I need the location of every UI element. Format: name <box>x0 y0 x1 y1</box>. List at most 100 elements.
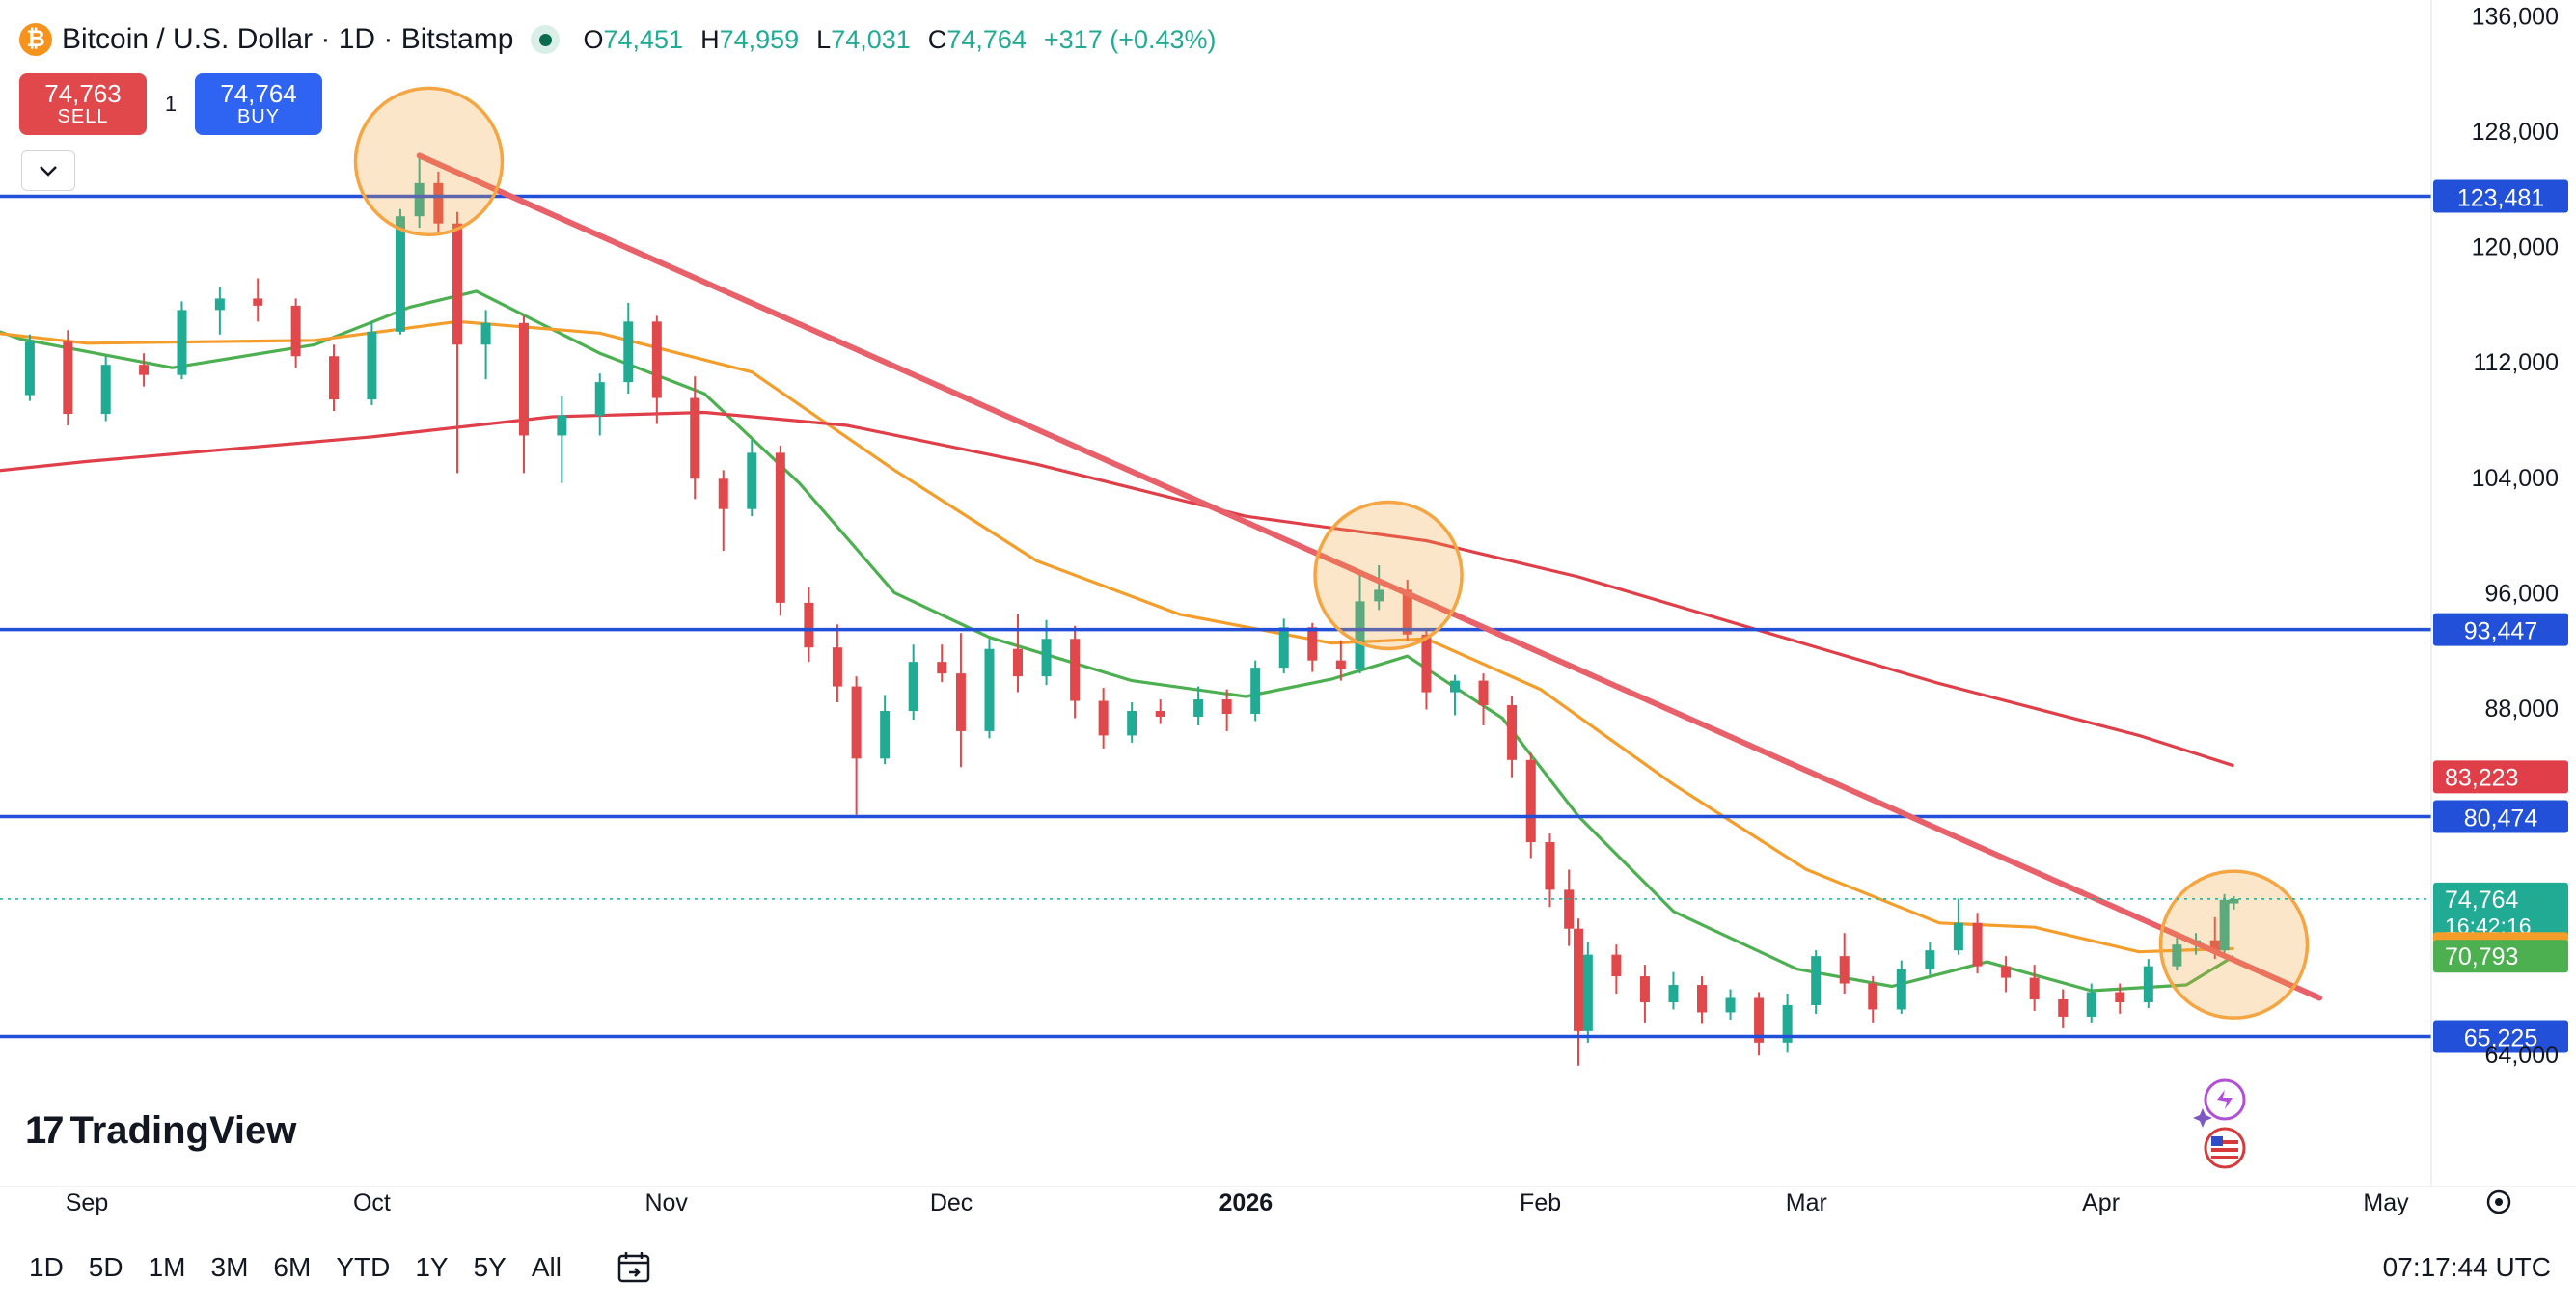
candle-body <box>623 321 634 383</box>
buy-button[interactable]: 74,764 BUY <box>195 73 322 135</box>
market-status-icon[interactable] <box>531 25 561 54</box>
candle-body <box>1098 700 1109 736</box>
candle-body <box>452 223 463 345</box>
y-tick-label: 96,000 <box>2485 580 2559 607</box>
annotations-layer <box>0 86 2431 1020</box>
candle-body <box>2115 992 2125 1002</box>
candle-body <box>253 298 263 306</box>
y-tick-label: 120,000 <box>2472 234 2559 261</box>
price-tag <box>2433 800 2568 833</box>
candle-body <box>24 341 35 396</box>
candle-body <box>747 452 757 509</box>
candle-body <box>1127 710 1137 736</box>
utc-clock[interactable]: 07:17:44 UTC <box>2382 1252 2551 1282</box>
highlight-circle <box>2158 869 2310 1020</box>
candle-body <box>2172 944 2182 967</box>
high-value: H74,959 <box>700 24 800 54</box>
sell-button[interactable]: 74,763 SELL <box>19 73 147 135</box>
candle-body <box>1402 589 1412 635</box>
candles-layer <box>24 156 2239 1066</box>
candle-body <box>329 356 340 400</box>
candle-body <box>880 710 891 759</box>
candle-body <box>214 298 225 311</box>
candle-body <box>2219 899 2230 951</box>
candle-body <box>1896 969 1906 1010</box>
chevron-down-icon <box>40 166 57 177</box>
candle-body <box>139 365 150 375</box>
candle-body <box>1449 680 1460 693</box>
collapse-legend-button[interactable] <box>21 150 75 191</box>
candle-body <box>1525 759 1536 843</box>
candle-body <box>804 602 814 648</box>
candle-body <box>1811 956 1822 1005</box>
candle-body <box>1582 954 1593 1031</box>
us-flag-icon[interactable] <box>2204 1127 2246 1169</box>
candle-body <box>2058 998 2069 1017</box>
candle-body <box>2143 966 2153 1002</box>
price-label-value: 83,223 <box>2445 764 2518 791</box>
candle-body <box>1925 950 1935 969</box>
candle-body <box>1545 842 1555 890</box>
candle-body <box>1278 627 1289 669</box>
x-tick-label: Sep <box>66 1189 108 1216</box>
range-6m[interactable]: 6M <box>273 1252 312 1282</box>
candle-body <box>955 673 966 731</box>
range-all[interactable]: All <box>531 1252 562 1282</box>
highlight-circle <box>353 86 505 237</box>
sell-label: SELL <box>57 106 109 128</box>
range-5y[interactable]: 5Y <box>473 1252 507 1282</box>
candle-body <box>1725 997 1736 1013</box>
candle-body <box>2001 966 2012 978</box>
settings-icon-ring <box>2486 1189 2511 1214</box>
x-tick-label: Mar <box>1786 1189 1827 1216</box>
x-tick-label: Oct <box>353 1189 391 1216</box>
candle-body <box>775 452 785 603</box>
candle-body <box>1335 660 1346 669</box>
close-value: C74,764 <box>927 24 1027 54</box>
settings-icon[interactable] <box>2486 1189 2511 1214</box>
x-tick-label: Apr <box>2082 1189 2120 1216</box>
y-tick-label: 112,000 <box>2473 349 2559 376</box>
quantity[interactable]: 1 <box>164 92 178 116</box>
price-tag-label: 65,225 <box>2464 1024 2537 1051</box>
candle-body <box>100 365 111 415</box>
axes-layer: 136,000 128,000 120,000 112,000 104,000 96,00… <box>0 0 2576 1216</box>
logo-text: TradingView <box>69 1109 297 1152</box>
range-1m[interactable]: 1M <box>148 1252 186 1282</box>
moving-average-line <box>0 410 2234 768</box>
tradingview-logo[interactable]: 17 TradingView <box>25 1109 296 1153</box>
trendline <box>416 152 2323 1001</box>
symbol-title[interactable]: Bitcoin / U.S. Dollar · 1D · Bitstamp <box>62 23 514 55</box>
candle-body <box>1421 634 1432 693</box>
sell-price: 74,763 <box>44 78 122 108</box>
moving-average-line <box>0 289 2235 993</box>
price-tag <box>2433 613 2568 646</box>
candle-body <box>63 341 73 415</box>
x-tick-label: May <box>2363 1189 2409 1216</box>
range-1y[interactable]: 1Y <box>415 1252 449 1282</box>
candle-body <box>1070 639 1081 701</box>
price-tag-label: 123,481 <box>2457 185 2544 212</box>
candle-body <box>1355 601 1365 669</box>
candle-body <box>718 478 728 509</box>
change-value: +317 (+0.43%) <box>1043 24 1217 54</box>
buy-price: 74,764 <box>220 78 297 108</box>
range-3m[interactable]: 3M <box>210 1252 249 1282</box>
x-tick-label: Dec <box>930 1189 973 1216</box>
ai-assistant-icon[interactable] <box>2193 1078 2246 1128</box>
symbol-header: ₿ Bitcoin / U.S. Dollar · 1D · Bitstamp … <box>19 19 1217 60</box>
candle-body <box>2086 992 2096 1017</box>
range-5d[interactable]: 5D <box>88 1252 123 1282</box>
candle-body <box>1221 699 1232 714</box>
price-label-tag <box>2433 760 2568 794</box>
candle-body <box>1564 889 1575 929</box>
go-to-date-icon[interactable] <box>616 1248 654 1287</box>
candle-body <box>594 382 605 416</box>
candle-body <box>1839 956 1850 984</box>
range-ytd[interactable]: YTD <box>336 1252 391 1282</box>
y-tick-label: 64,000 <box>2485 1042 2559 1069</box>
ohlc-values: O74,451 H74,959 L74,031 C74,764 +317 (+0… <box>583 25 1216 55</box>
candle-body <box>1972 922 1983 967</box>
range-1d[interactable]: 1D <box>29 1252 64 1282</box>
